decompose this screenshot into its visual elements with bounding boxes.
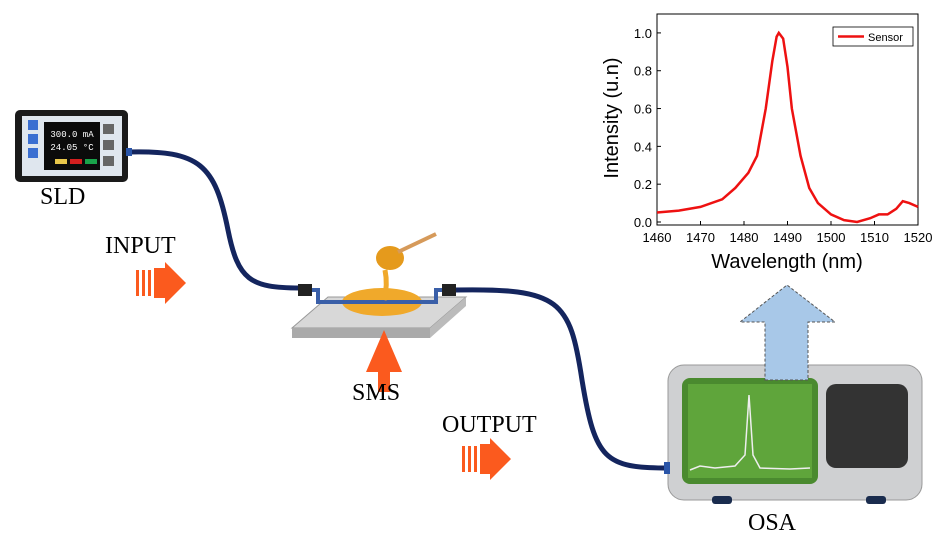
sms-stage: [292, 234, 466, 338]
fiber: [455, 290, 668, 468]
y-tick-label: 0.0: [634, 215, 652, 230]
x-tick-label: 1470: [686, 230, 715, 245]
output-label: OUTPUT: [442, 412, 537, 438]
y-tick-label: 0.8: [634, 64, 652, 79]
x-tick-label: 1490: [773, 230, 802, 245]
y-tick-label: 0.4: [634, 139, 652, 154]
x-tick-label: 1500: [817, 230, 846, 245]
output-arrow: [462, 438, 511, 480]
legend-label: Sensor: [868, 32, 903, 44]
x-tick-label: 1520: [904, 230, 933, 245]
x-axis-label: Wavelength (nm): [711, 251, 863, 273]
temperature-readout: 24.05 °C: [50, 143, 94, 153]
fiber: [128, 152, 300, 288]
sld-device: 300.0 mA 24.05 °C: [15, 110, 132, 182]
sms-label: SMS: [352, 380, 400, 406]
y-tick-label: 0.6: [634, 102, 652, 117]
osa-label: OSA: [748, 510, 797, 536]
y-axis-label: Intensity (u.n): [601, 57, 623, 178]
current-readout: 300.0 mA: [50, 130, 94, 140]
x-tick-label: 1510: [860, 230, 889, 245]
input-arrow: [136, 262, 186, 304]
spectrum-line: [657, 33, 918, 222]
x-tick-label: 1460: [643, 230, 672, 245]
y-tick-label: 0.2: [634, 177, 652, 192]
x-tick-label: 1480: [730, 230, 759, 245]
diagram: 300.0 mA 24.05 °C SLD INPUT SMS OUTPUT: [0, 0, 934, 538]
osa-device: [664, 365, 922, 504]
input-label: INPUT: [105, 233, 176, 259]
sld-label: SLD: [40, 184, 85, 210]
y-tick-label: 1.0: [634, 26, 652, 41]
